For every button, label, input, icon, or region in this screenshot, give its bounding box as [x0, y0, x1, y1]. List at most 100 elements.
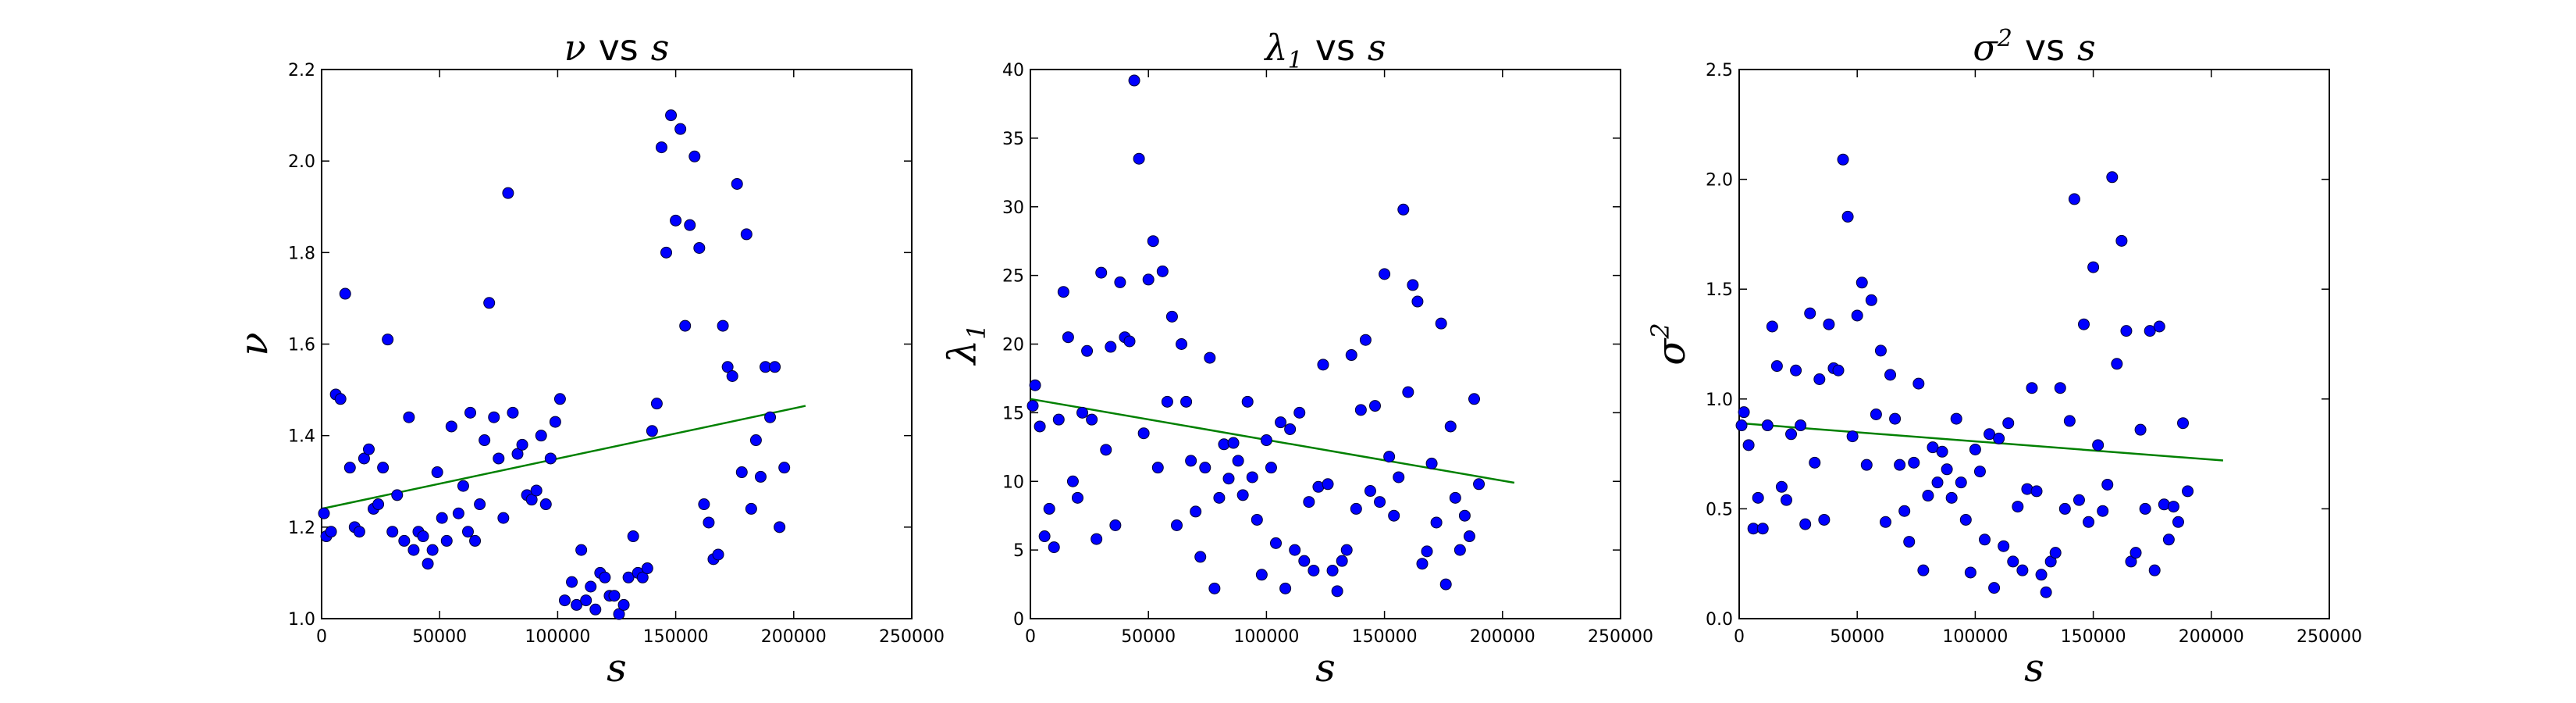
data-point: [1449, 491, 1461, 504]
data-point: [2049, 547, 2062, 559]
data-point: [1269, 537, 1282, 549]
data-point: [1326, 564, 1339, 576]
data-point: [1388, 509, 1400, 522]
data-point: [1742, 439, 1755, 451]
data-point: [343, 462, 356, 474]
data-point: [1151, 462, 1164, 474]
data-point: [1034, 420, 1046, 433]
y-axis-label-symbol: σ: [1649, 337, 1694, 366]
data-point: [1770, 360, 1783, 373]
data-point: [2058, 502, 2071, 515]
data-point: [1978, 533, 1991, 546]
data-point: [1425, 457, 1438, 469]
data-point: [398, 534, 411, 547]
data-point: [483, 297, 496, 309]
data-point: [1062, 331, 1074, 344]
data-point: [469, 534, 482, 547]
x-tick-label: 250000: [1588, 627, 1653, 647]
plot-area-frame: [1738, 69, 2330, 619]
data-point: [1279, 582, 1292, 594]
data-point: [1246, 471, 1258, 484]
data-point: [457, 480, 469, 492]
data-point: [1735, 419, 1748, 432]
data-point: [1052, 413, 1065, 426]
data-point: [1255, 569, 1268, 581]
data-point: [2068, 193, 2080, 205]
data-point: [1176, 338, 1188, 350]
data-point: [575, 544, 588, 556]
data-point: [1350, 502, 1362, 515]
data-point: [2054, 382, 2066, 394]
data-point: [726, 370, 738, 383]
x-tick-label: 50000: [412, 627, 467, 647]
data-point: [1100, 444, 1112, 456]
data-point: [1998, 540, 2010, 552]
data-point: [334, 393, 347, 405]
y-tick-label: 0: [1013, 610, 1024, 630]
data-point: [1336, 555, 1348, 567]
data-point: [2040, 586, 2052, 598]
data-point: [774, 521, 786, 533]
data-point: [1766, 320, 1778, 333]
data-point: [1775, 480, 1788, 493]
data-point: [1473, 478, 1485, 491]
data-point: [407, 544, 420, 556]
data-point: [1444, 420, 1457, 433]
chart-panel-3: 0 50000 100000 150000 200000 250000 0.0 0.5 1.0 1…: [1646, 25, 2362, 691]
data-point: [703, 516, 715, 529]
x-tick-label: 150000: [2061, 627, 2126, 647]
data-point: [754, 470, 767, 483]
data-point: [1856, 277, 1868, 289]
data-point: [2182, 485, 2194, 498]
data-point: [479, 434, 491, 447]
data-point: [670, 214, 682, 227]
data-point: [1393, 471, 1405, 484]
data-point: [426, 544, 439, 556]
data-point: [1818, 513, 1831, 526]
data-point: [1752, 491, 1764, 504]
data-point: [1043, 502, 1055, 515]
data-point: [372, 498, 385, 511]
data-point: [1922, 490, 1934, 502]
x-tick-label: 100000: [1233, 627, 1299, 647]
x-tick-label: 200000: [761, 627, 827, 647]
data-point: [1416, 558, 1429, 570]
data-point: [622, 571, 635, 583]
y-axis-label-symbol: ν: [231, 332, 276, 355]
data-point: [1411, 295, 1424, 308]
y-tick-label: 25: [1002, 267, 1024, 287]
data-point: [1993, 432, 2005, 444]
data-point: [665, 109, 678, 122]
data-point: [1128, 74, 1140, 87]
data-point: [1790, 364, 1802, 376]
data-point: [549, 416, 561, 428]
data-point: [525, 494, 538, 506]
x-tick-label: 250000: [879, 627, 945, 647]
y-axis-label: λ1: [940, 323, 991, 366]
data-point: [2078, 318, 2090, 330]
data-point: [1289, 544, 1301, 556]
data-point: [1194, 551, 1207, 563]
y-tick-label: 2.5: [1706, 61, 1733, 80]
x-tick-label: 150000: [643, 627, 709, 647]
data-point: [1383, 451, 1396, 463]
data-point: [1898, 505, 1911, 517]
data-point: [2073, 494, 2085, 506]
data-point: [353, 526, 365, 538]
y-axis-label: σ2: [1646, 323, 1694, 366]
plot-area-frame: [1030, 69, 1621, 619]
data-point: [660, 246, 673, 259]
y-tick-label: 20: [1002, 336, 1024, 355]
data-point: [1795, 419, 1807, 432]
data-point: [778, 462, 791, 474]
data-point: [1322, 478, 1334, 491]
data-point: [679, 319, 692, 332]
data-point: [1142, 273, 1155, 286]
data-point: [2172, 516, 2184, 528]
data-point: [1066, 475, 1079, 487]
data-point: [1298, 555, 1311, 567]
data-point: [1988, 582, 2001, 594]
data-point: [1407, 279, 1419, 291]
x-tick-label: 100000: [525, 627, 590, 647]
data-point: [2129, 547, 2142, 559]
